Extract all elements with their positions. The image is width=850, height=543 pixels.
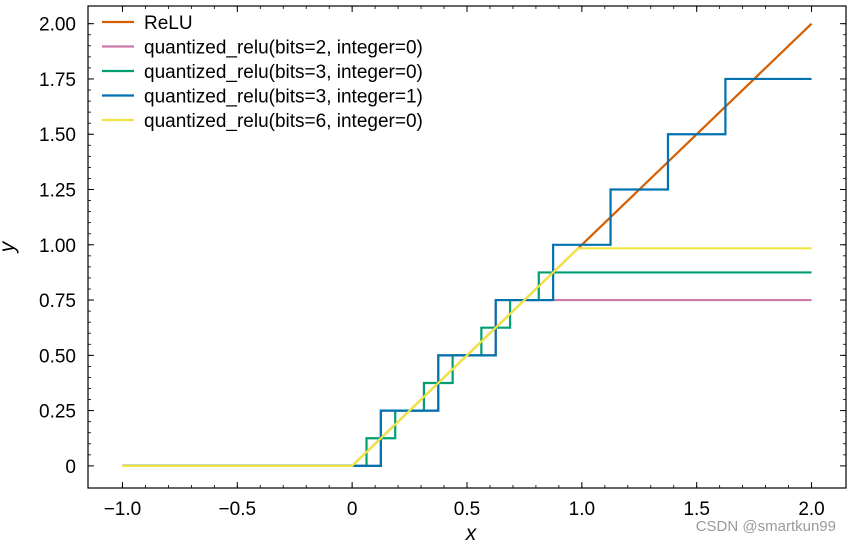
axes-layer: −1.0 −0.5 0 0.5 1.0 1.5 2.000.250.500.751.001.… <box>0 6 846 543</box>
legend-label-2: quantized_relu(bits=3, integer=0) <box>144 62 423 83</box>
y-tick-label: 2.00 <box>39 15 76 36</box>
x-tick-label: 0 <box>347 499 358 520</box>
series-line-1 <box>122 298 812 467</box>
y-tick-label: 0.75 <box>39 291 76 312</box>
y-tick-label: 0.50 <box>39 346 76 367</box>
series-line-4 <box>122 247 812 467</box>
legend-label-1: quantized_relu(bits=2, integer=0) <box>144 38 423 59</box>
series-layer <box>122 22 813 467</box>
x-axis-label: x <box>465 522 478 543</box>
x-tick-label: 0.5 <box>454 499 480 520</box>
x-tick-label: 1.5 <box>683 499 709 520</box>
legend-label-3: quantized_relu(bits=3, integer=1) <box>144 87 423 108</box>
y-tick-label: 1.25 <box>39 181 76 202</box>
legend-label-0: ReLU <box>144 13 193 34</box>
y-tick-label: 1.50 <box>39 125 76 146</box>
watermark: CSDN @smartkun99 <box>695 518 836 535</box>
x-tick-label: 1.0 <box>569 499 595 520</box>
legend-label-4: quantized_relu(bits=6, integer=0) <box>144 111 423 132</box>
y-tick-label: 0 <box>65 457 76 478</box>
y-tick-label: 1.00 <box>39 236 76 257</box>
y-tick-label: 1.75 <box>39 70 76 91</box>
legend: ReLU quantized_relu(bits=2, integer=0) qua… <box>102 13 423 132</box>
x-tick-label: −1.0 <box>104 499 142 520</box>
y-tick-label: 0.25 <box>39 402 76 423</box>
y-axis-label: y <box>0 240 19 254</box>
x-tick-label: 2.0 <box>798 499 824 520</box>
series-line-2 <box>122 271 812 467</box>
x-tick-label: −0.5 <box>219 499 257 520</box>
